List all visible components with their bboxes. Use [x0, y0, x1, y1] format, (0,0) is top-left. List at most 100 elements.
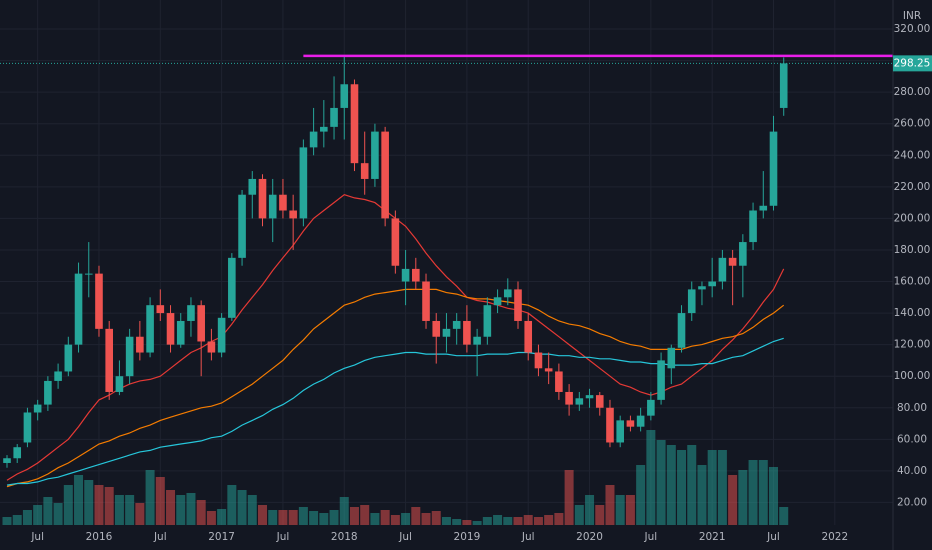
- candle-body: [166, 313, 175, 345]
- volume-bar: [22, 510, 32, 525]
- last-price-label: 298.25: [894, 57, 931, 69]
- volume-bar: [309, 511, 319, 525]
- candle-body: [350, 84, 359, 164]
- candle-body: [626, 420, 635, 427]
- volume-bar: [2, 517, 12, 525]
- candle-body: [136, 336, 144, 353]
- candle-body: [371, 131, 379, 179]
- volume-bar: [227, 485, 237, 525]
- candle-body: [463, 320, 471, 345]
- volume-bar: [298, 507, 308, 525]
- volume-bar: [53, 503, 63, 525]
- candle-body: [13, 447, 22, 459]
- candle-body: [197, 305, 205, 342]
- y-tick-label: 160.00: [894, 276, 931, 288]
- volume-bar: [748, 460, 758, 525]
- volume-bar: [237, 490, 247, 525]
- volume-bar: [472, 521, 482, 525]
- last-price-tag: [893, 55, 932, 72]
- candle-body: [503, 289, 512, 298]
- volume-layer: [2, 430, 789, 525]
- x-tick-label: Jul: [766, 531, 780, 543]
- volume-bar: [544, 515, 554, 525]
- volume-bar: [677, 450, 687, 525]
- candle-body: [534, 352, 543, 369]
- candle-body: [320, 126, 328, 132]
- volume-bar: [217, 509, 227, 525]
- volume-bar: [125, 495, 135, 525]
- volume-bar: [380, 510, 390, 525]
- candle-body: [636, 415, 645, 427]
- volume-bar: [605, 485, 615, 525]
- x-tick-label: 2021: [699, 531, 726, 543]
- volume-bar: [166, 490, 176, 525]
- y-tick-label: 260.00: [894, 118, 931, 130]
- candle-body: [74, 273, 83, 345]
- volume-bar: [574, 505, 584, 525]
- volume-bar: [390, 515, 400, 525]
- candle-body: [698, 286, 706, 290]
- volume-bar: [63, 485, 73, 525]
- candle-body: [309, 131, 318, 148]
- candle-body: [473, 336, 481, 345]
- volume-bar: [585, 495, 595, 525]
- candle-body: [514, 289, 522, 321]
- volume-bar: [370, 513, 380, 525]
- candle-body: [565, 391, 573, 405]
- candle-body: [555, 371, 563, 392]
- candle-body: [289, 210, 297, 219]
- y-tick-label: 60.00: [897, 433, 927, 445]
- candle-body: [176, 320, 185, 345]
- x-tick-label: Jul: [644, 531, 658, 543]
- volume-bar: [595, 505, 605, 525]
- volume-bar: [278, 510, 288, 525]
- y-tick-label: 120.00: [894, 339, 931, 351]
- volume-bar: [533, 517, 543, 525]
- volume-bar: [268, 510, 278, 525]
- candle-body: [708, 281, 716, 287]
- candle-body: [544, 368, 553, 372]
- candle-body: [228, 257, 236, 318]
- volume-bar: [104, 487, 114, 525]
- candle-body: [442, 328, 451, 337]
- volume-bar: [758, 460, 768, 525]
- candle-body: [381, 131, 389, 219]
- candle-body: [687, 289, 696, 314]
- candle-body: [238, 194, 246, 258]
- candle-body: [125, 336, 134, 377]
- candle-body: [728, 257, 737, 266]
- volume-bar: [319, 513, 329, 525]
- candle-body: [391, 218, 400, 266]
- candle-layer: [3, 55, 788, 468]
- candle-body: [54, 371, 62, 381]
- y-tick-label: 100.00: [894, 370, 931, 382]
- y-tick-label: 280.00: [894, 86, 931, 98]
- volume-bar: [94, 485, 104, 525]
- y-tick-label: 320.00: [894, 23, 931, 35]
- volume-bar: [329, 510, 339, 525]
- candle-body: [258, 178, 267, 219]
- volume-bar: [247, 495, 257, 525]
- volume-bar: [155, 477, 165, 525]
- volume-bar: [401, 513, 411, 525]
- candle-body: [769, 131, 778, 206]
- volume-bar: [452, 519, 462, 525]
- volume-bar: [615, 495, 625, 525]
- candle-body: [739, 242, 747, 266]
- y-tick-label: 20.00: [897, 496, 927, 508]
- candle-body: [657, 360, 665, 400]
- volume-bar: [493, 515, 503, 525]
- candle-body: [187, 305, 195, 321]
- volume-bar: [135, 503, 145, 525]
- volume-bar: [564, 470, 574, 525]
- volume-bar: [186, 493, 196, 525]
- candle-body: [401, 268, 410, 282]
- volume-bar: [462, 520, 472, 525]
- volume-bar: [779, 507, 789, 525]
- candle-body: [452, 320, 461, 329]
- y-tick-label: 80.00: [897, 402, 927, 414]
- candle-body: [279, 194, 287, 211]
- y-tick-label: 180.00: [894, 244, 931, 256]
